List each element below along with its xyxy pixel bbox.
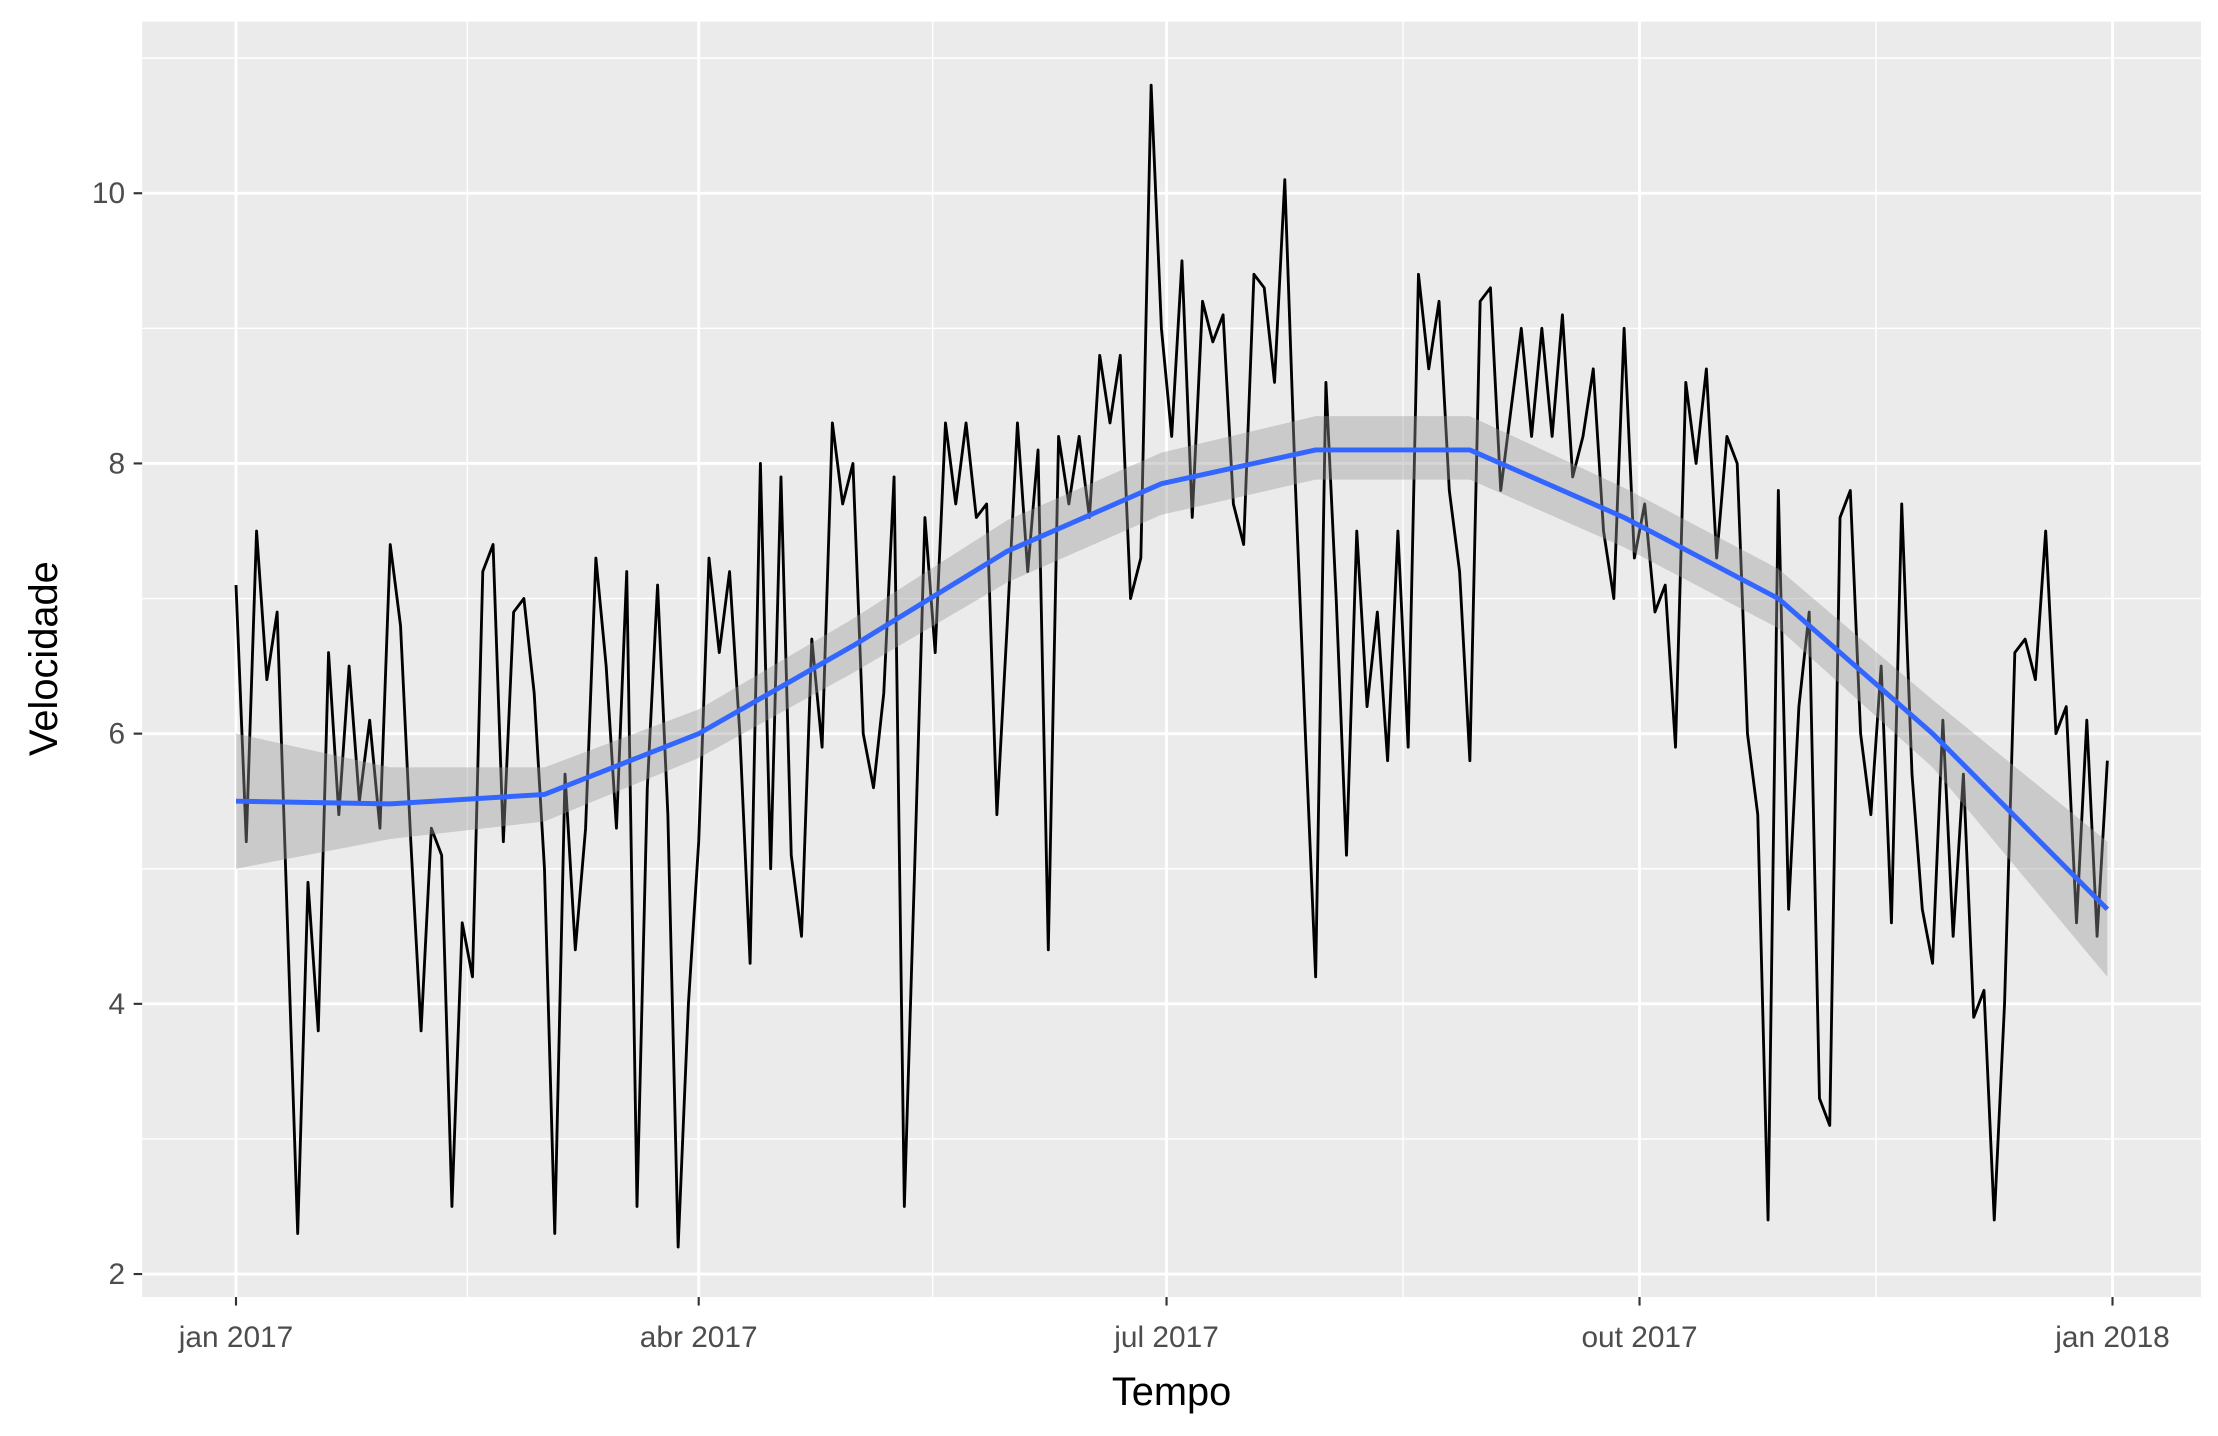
y-tick-label: 4 — [109, 988, 126, 1021]
y-tick-label: 10 — [92, 177, 125, 210]
y-tick-label: 8 — [109, 447, 126, 480]
panel — [142, 21, 2201, 1298]
x-tick-label: jul 2017 — [1113, 1321, 1219, 1354]
x-tick-label: jan 2018 — [2054, 1321, 2170, 1354]
x-tick-label: abr 2017 — [640, 1321, 758, 1354]
x-tick-label: jan 2017 — [178, 1321, 294, 1354]
x-tick-label: out 2017 — [1581, 1321, 1697, 1354]
y-tick-label: 2 — [109, 1258, 126, 1291]
x-axis-title: Tempo — [1112, 1370, 1231, 1414]
data-line — [234, 83, 2109, 1249]
y-axis-title: Velocidade — [22, 561, 66, 756]
smooth-line — [235, 447, 2110, 912]
y-tick-label: 6 — [109, 718, 126, 751]
